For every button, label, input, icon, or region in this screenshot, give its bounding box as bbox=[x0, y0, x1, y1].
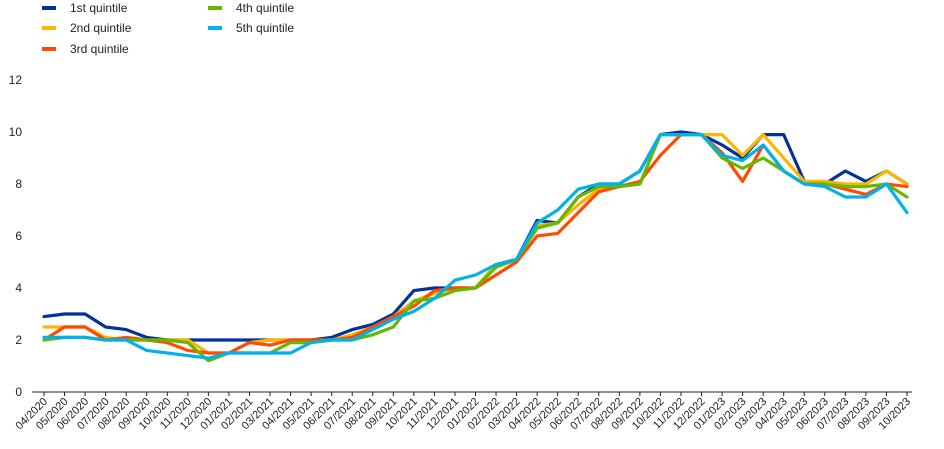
legend-label-2: 2nd quintile bbox=[70, 21, 132, 35]
legend-item-1st-quintile: 1st quintile bbox=[42, 1, 127, 15]
legend-item-2nd-quintile: 2nd quintile bbox=[42, 21, 131, 35]
y-tick-label: 8 bbox=[15, 177, 22, 191]
legend: 1st quintile 2nd quintile 3rd quintile 4… bbox=[0, 0, 944, 62]
y-tick-label: 2 bbox=[15, 333, 22, 347]
series-line-4 bbox=[42, 133, 909, 363]
y-tick-label: 0 bbox=[15, 385, 22, 399]
series-line-5 bbox=[42, 133, 909, 360]
y-tick-label: 4 bbox=[15, 281, 22, 295]
legend-label-1: 1st quintile bbox=[70, 1, 128, 15]
y-tick-label: 10 bbox=[9, 125, 23, 139]
y-tick-label: 6 bbox=[15, 229, 22, 243]
legend-swatch-3 bbox=[42, 47, 56, 51]
legend-label-3: 3rd quintile bbox=[70, 42, 129, 56]
legend-swatch-2 bbox=[42, 26, 56, 30]
legend-label-5: 5th quintile bbox=[236, 21, 295, 35]
legend-swatch-1 bbox=[42, 6, 56, 10]
legend-label-4: 4th quintile bbox=[236, 1, 295, 15]
legend-item-5th-quintile: 5th quintile bbox=[208, 21, 294, 35]
legend-item-4th-quintile: 4th quintile bbox=[208, 1, 294, 15]
legend-item-3rd-quintile: 3rd quintile bbox=[42, 42, 129, 56]
legend-swatch-5 bbox=[208, 26, 222, 30]
y-tick-label: 12 bbox=[9, 73, 23, 87]
legend-swatch-4 bbox=[208, 6, 222, 10]
